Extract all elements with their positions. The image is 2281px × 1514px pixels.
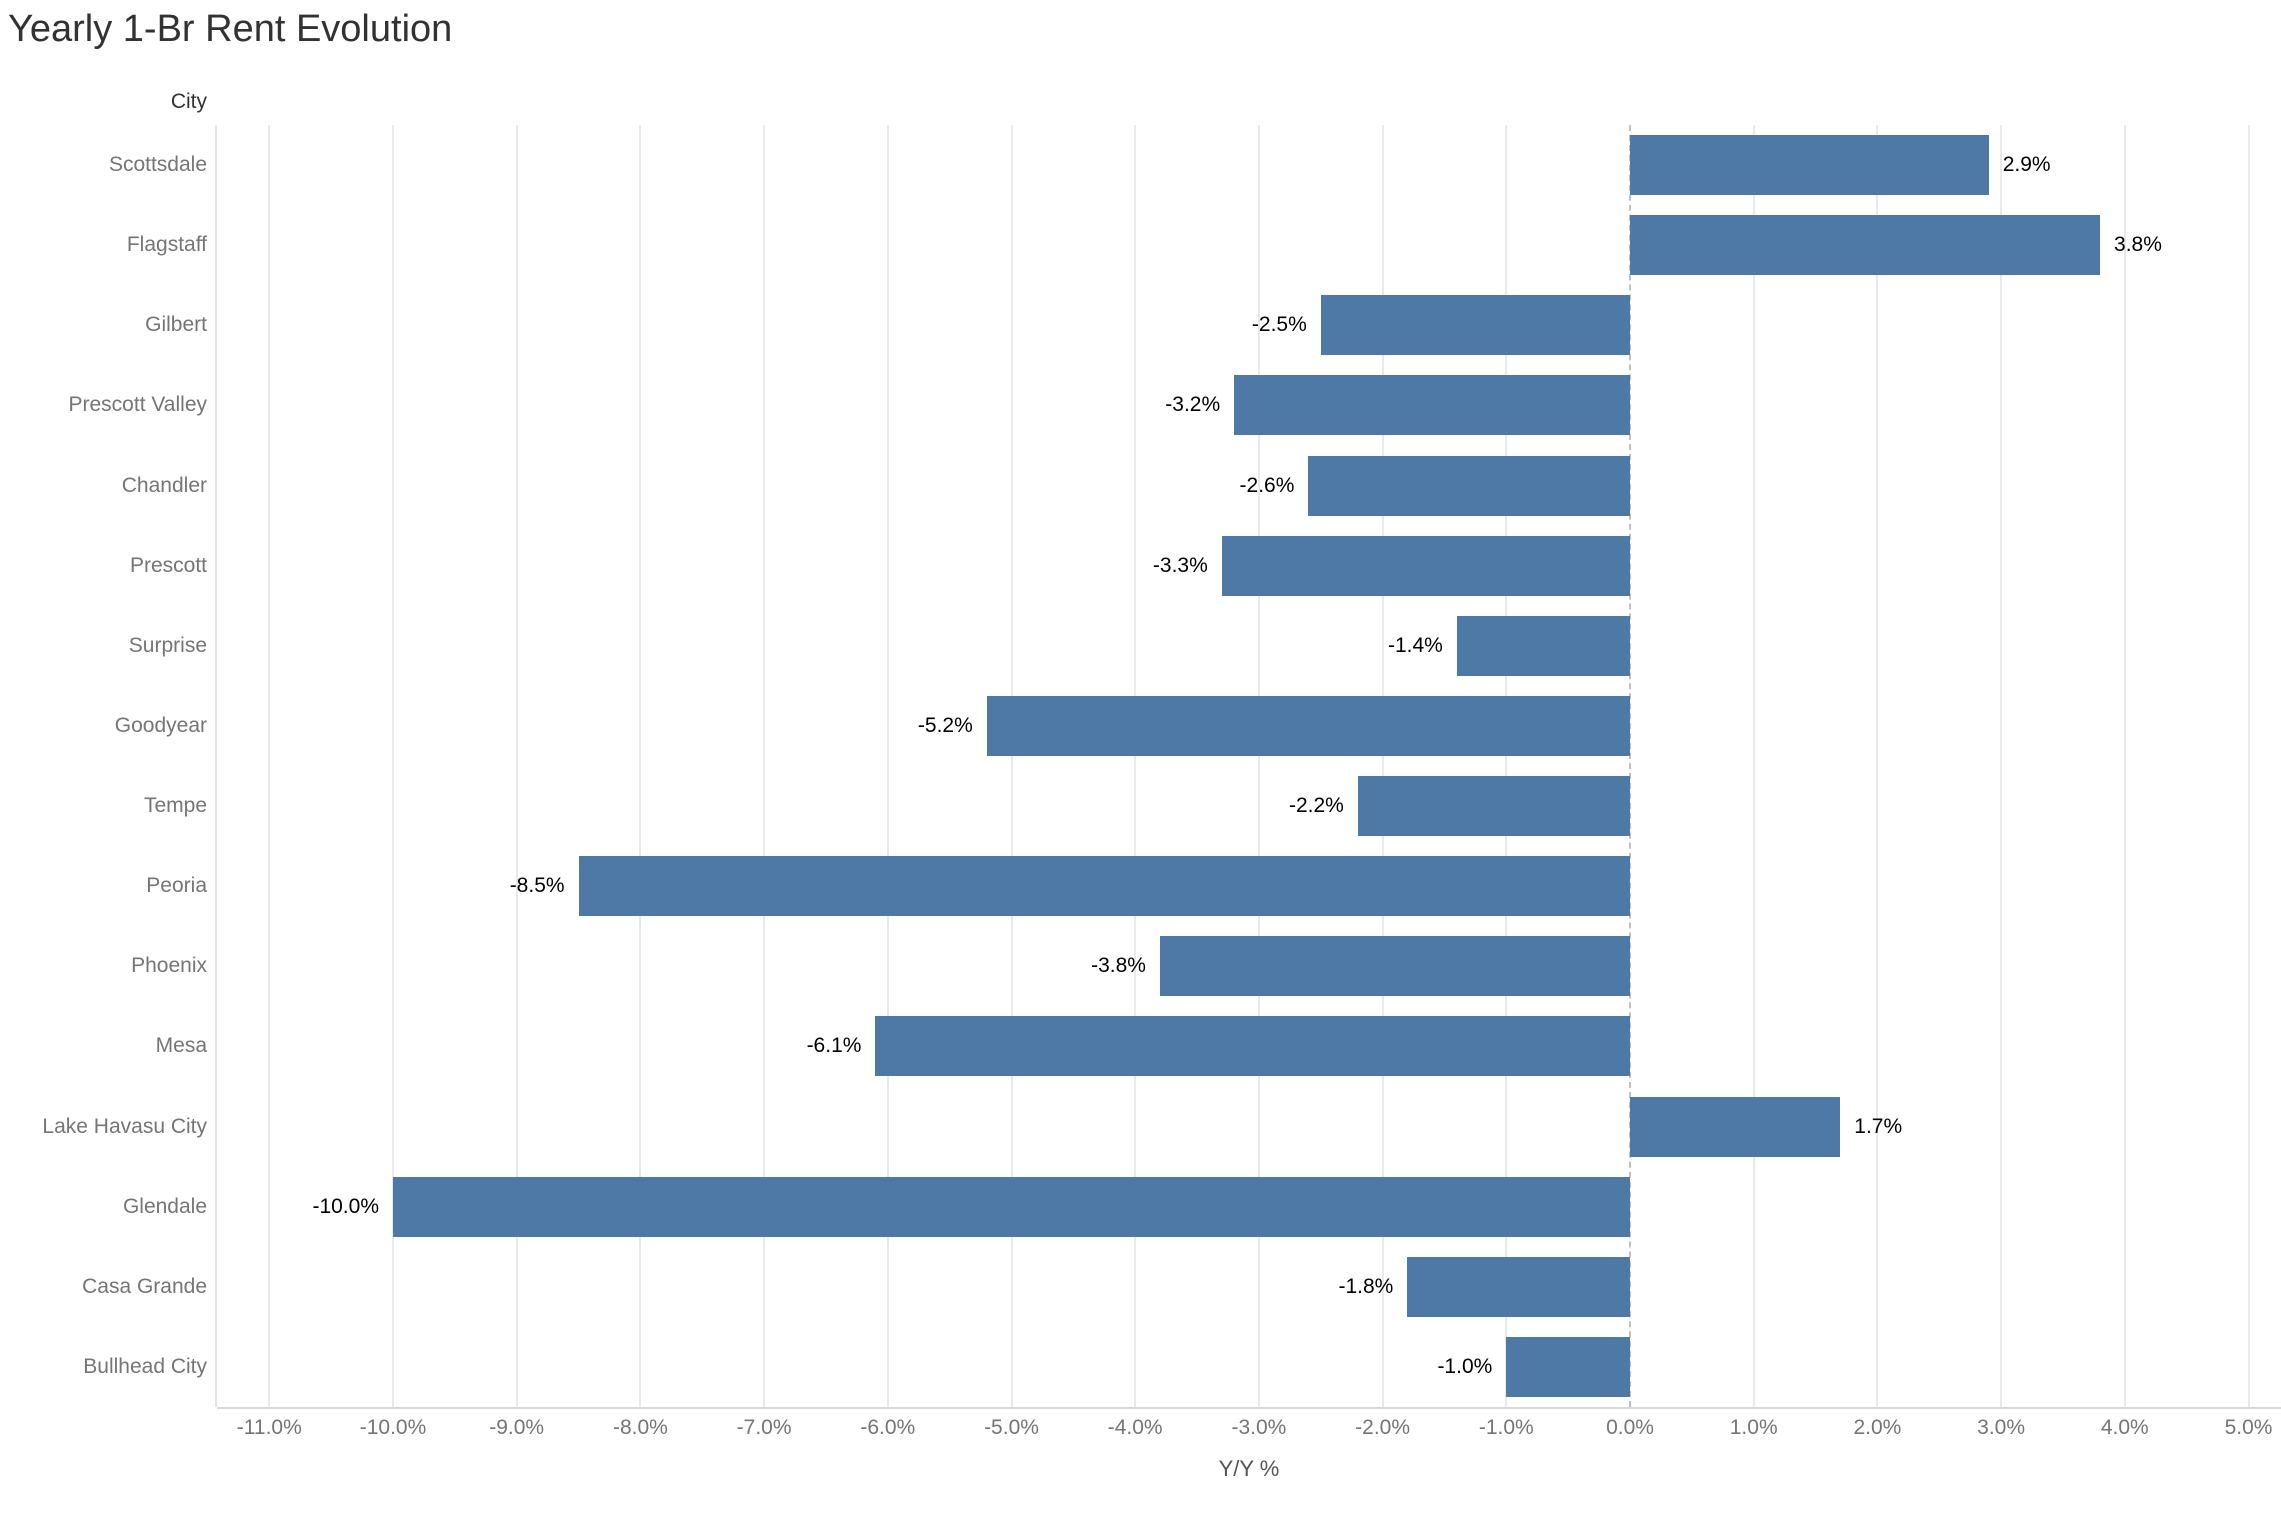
- bar-value-label: -1.0%: [1437, 1354, 1493, 1378]
- x-gridline: [1752, 125, 1755, 1407]
- bar[interactable]: [986, 695, 1630, 756]
- row-label-city[interactable]: Flagstaff: [126, 233, 207, 257]
- x-gridline: [1505, 125, 1508, 1407]
- bar[interactable]: [1630, 1096, 1841, 1157]
- bar[interactable]: [1407, 1256, 1630, 1317]
- x-axis-title: Y/Y %: [1218, 1456, 1280, 1481]
- x-gridline: [639, 125, 642, 1407]
- x-gridline: [2123, 125, 2126, 1407]
- bar-value-label: -1.8%: [1338, 1274, 1394, 1298]
- x-tick-label: -2.0%: [1355, 1416, 1411, 1439]
- x-tick-label: 2.0%: [1853, 1416, 1902, 1439]
- row-label-city[interactable]: Lake Havasu City: [42, 1114, 207, 1138]
- x-gridline: [1134, 125, 1137, 1407]
- bar[interactable]: [1630, 135, 1989, 196]
- bar-value-label: -5.2%: [917, 713, 973, 737]
- x-tick-label: 5.0%: [2224, 1416, 2273, 1439]
- x-tick-label: -6.0%: [860, 1416, 916, 1439]
- bar-value-label: 3.8%: [2114, 233, 2162, 257]
- plot-left-border: [215, 125, 217, 1407]
- x-gridline: [763, 125, 766, 1407]
- x-tick-label: -1.0%: [1478, 1416, 1534, 1439]
- bar-value-label: -6.1%: [806, 1034, 862, 1058]
- x-tick-label: 3.0%: [1977, 1416, 2026, 1439]
- bar-value-label: -3.2%: [1165, 393, 1221, 417]
- x-gridline: [1010, 125, 1013, 1407]
- bar-value-label: -2.6%: [1239, 473, 1295, 497]
- x-gridline: [2000, 125, 2003, 1407]
- row-label-city[interactable]: Scottsdale: [108, 153, 207, 176]
- x-gridline: [886, 125, 889, 1407]
- row-field-header: City: [170, 90, 207, 113]
- bar-value-label: -3.8%: [1091, 954, 1146, 978]
- row-label-city[interactable]: Prescott Valley: [68, 393, 208, 417]
- row-label-city[interactable]: Goodyear: [114, 713, 207, 737]
- bar-value-label: -10.0%: [312, 1194, 379, 1218]
- x-tick-label: 0.0%: [1606, 1416, 1654, 1439]
- bar-value-label: -2.5%: [1251, 313, 1307, 337]
- x-tick-label: -4.0%: [1107, 1416, 1163, 1439]
- row-label-city[interactable]: Peoria: [146, 874, 207, 898]
- x-tick-label: -8.0%: [612, 1416, 668, 1439]
- bar[interactable]: [875, 1016, 1630, 1077]
- x-gridline: [2247, 125, 2250, 1407]
- row-label-city[interactable]: Phoenix: [131, 954, 207, 978]
- bar[interactable]: [1357, 776, 1630, 837]
- chart-title: Yearly 1-Br Rent Evolution: [8, 8, 453, 50]
- zero-reference-line: [1629, 125, 1631, 1407]
- bar[interactable]: [1221, 535, 1630, 596]
- bar[interactable]: [578, 856, 1630, 917]
- x-gridline: [1381, 125, 1384, 1407]
- x-tick-label: -9.0%: [489, 1416, 545, 1439]
- bar[interactable]: [1308, 455, 1630, 516]
- x-gridline: [515, 125, 518, 1407]
- row-label-city[interactable]: Surprise: [128, 633, 207, 657]
- x-tick-label: -11.0%: [236, 1416, 302, 1439]
- x-gridline: [1876, 125, 1879, 1407]
- x-gridline: [392, 125, 394, 1407]
- bar[interactable]: [1234, 375, 1630, 436]
- row-label-city[interactable]: Prescott: [129, 553, 207, 577]
- x-tick-label: -3.0%: [1231, 1416, 1287, 1439]
- row-label-city[interactable]: Casa Grande: [82, 1274, 207, 1298]
- x-gridline: [268, 125, 271, 1407]
- x-tick-label: 4.0%: [2100, 1416, 2149, 1439]
- bar-value-label: -8.5%: [509, 874, 565, 898]
- row-label-city[interactable]: Tempe: [143, 794, 207, 817]
- x-gridline: [1257, 125, 1260, 1407]
- row-label-city[interactable]: Bullhead City: [83, 1354, 207, 1378]
- row-label-city[interactable]: Glendale: [122, 1194, 207, 1218]
- x-tick-label: -5.0%: [984, 1416, 1039, 1439]
- x-tick-label: -10.0%: [359, 1416, 427, 1439]
- x-tick-label: 1.0%: [1729, 1416, 1778, 1439]
- x-tick-label: -7.0%: [736, 1416, 792, 1439]
- bar-value-label: -1.4%: [1387, 633, 1443, 657]
- bar[interactable]: [1630, 215, 2101, 276]
- bar-value-label: 1.7%: [1854, 1114, 1903, 1138]
- bar[interactable]: [1506, 1336, 1630, 1397]
- row-label-city[interactable]: Mesa: [155, 1034, 207, 1058]
- row-label-city[interactable]: Chandler: [121, 473, 207, 497]
- bar[interactable]: [393, 1176, 1630, 1237]
- bar-value-label: -3.3%: [1152, 553, 1208, 577]
- bar[interactable]: [1456, 615, 1630, 676]
- bar-value-label: -2.2%: [1289, 794, 1344, 817]
- x-axis-line: [217, 1407, 2281, 1409]
- row-label-city[interactable]: Gilbert: [145, 313, 207, 337]
- bar-value-label: 2.9%: [2002, 153, 2051, 176]
- bar[interactable]: [1159, 936, 1630, 997]
- bar[interactable]: [1320, 295, 1630, 356]
